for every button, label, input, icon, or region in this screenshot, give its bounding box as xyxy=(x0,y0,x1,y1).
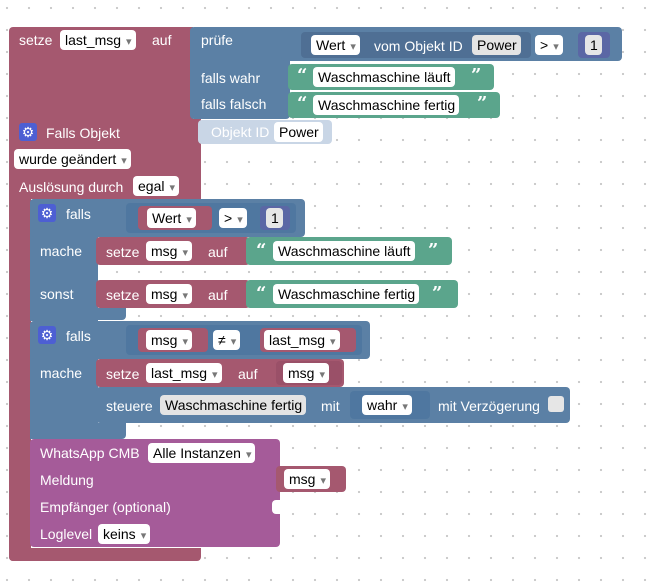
ternary-block[interactable] xyxy=(190,27,290,119)
trigger-title: Falls Objekt xyxy=(46,125,120,141)
recipient-label: Empfänger (optional) xyxy=(40,499,171,515)
open-quote-icon: “ xyxy=(297,93,308,114)
trigger-by-label: Auslösung durch xyxy=(19,179,124,195)
else-label: sonst xyxy=(40,286,74,302)
close-quote-icon: ” xyxy=(477,93,488,114)
if-false-label: falls falsch xyxy=(201,96,267,112)
set-label: setze xyxy=(106,244,140,260)
do-label: mache xyxy=(40,365,83,381)
changed-dropdown[interactable]: wurde geändert xyxy=(14,149,131,169)
message-label: Meldung xyxy=(40,472,94,488)
control-label: steuere xyxy=(106,398,153,414)
number-field[interactable]: 1 xyxy=(585,35,602,55)
text-field-finished[interactable]: Waschmaschine fertig xyxy=(273,284,420,304)
gear-icon[interactable]: ⚙ xyxy=(19,123,37,141)
set-label: setze xyxy=(106,366,140,382)
with-label: mit xyxy=(321,398,340,414)
delay-label: mit Verzögerung xyxy=(438,398,540,414)
variable-dropdown-msg[interactable]: msg xyxy=(283,363,329,383)
instance-dropdown[interactable]: Alle Instanzen xyxy=(148,443,256,463)
if-block-1-footer xyxy=(30,308,126,320)
from-object-label: vom Objekt ID xyxy=(374,38,463,54)
object-id-field[interactable]: Power xyxy=(472,35,521,55)
on-label: auf xyxy=(238,366,258,382)
variable-dropdown-last-msg[interactable]: last_msg xyxy=(146,363,222,383)
loglevel-dropdown[interactable]: keins xyxy=(98,524,151,544)
on-label: auf xyxy=(208,287,228,303)
operator-dropdown[interactable]: > xyxy=(219,208,247,228)
text-field-running[interactable]: Waschmaschine läuft xyxy=(273,241,415,261)
if-true-label: falls wahr xyxy=(201,70,261,86)
object-id-value[interactable]: Power xyxy=(274,122,323,142)
recipient-input-socket[interactable] xyxy=(272,500,280,514)
close-quote-icon: ” xyxy=(428,240,439,261)
trigger-block-left-rail xyxy=(9,199,31,561)
open-quote-icon: “ xyxy=(256,283,267,304)
on-label: auf xyxy=(208,244,228,260)
text-field-finished[interactable]: Waschmaschine fertig xyxy=(313,95,460,115)
if-label: falls xyxy=(66,328,91,344)
check-label: prüfe xyxy=(201,32,233,48)
variable-dropdown-msg[interactable]: msg xyxy=(284,469,330,489)
field-dropdown[interactable]: Wert xyxy=(147,208,196,228)
do-label: mache xyxy=(40,243,83,259)
loglevel-label: Loglevel xyxy=(40,526,93,542)
variable-dropdown-last-msg[interactable]: last_msg xyxy=(264,330,340,350)
gear-icon[interactable]: ⚙ xyxy=(38,204,56,222)
trigger-by-dropdown[interactable]: egal xyxy=(133,176,179,196)
open-quote-icon: “ xyxy=(297,65,308,86)
whatsapp-title: WhatsApp CMB xyxy=(40,445,140,461)
set-label: setze xyxy=(106,287,140,303)
close-quote-icon: ” xyxy=(432,283,443,304)
operator-dropdown[interactable]: > xyxy=(535,35,563,55)
set-label: setze xyxy=(19,32,53,48)
if-label: falls xyxy=(66,206,91,222)
boolean-dropdown[interactable]: wahr xyxy=(362,395,412,415)
delay-checkbox[interactable] xyxy=(548,396,564,412)
variable-dropdown-msg[interactable]: msg xyxy=(146,284,192,304)
variable-dropdown-last-msg[interactable]: last_msg xyxy=(60,30,136,50)
trigger-block-bottom xyxy=(9,548,201,561)
variable-dropdown-msg[interactable]: msg xyxy=(146,241,192,261)
operator-dropdown[interactable]: ≠ xyxy=(213,330,241,350)
on-label: auf xyxy=(152,32,172,48)
number-field[interactable]: 1 xyxy=(266,208,283,228)
if-block-2-footer xyxy=(30,423,126,439)
open-quote-icon: “ xyxy=(256,240,267,261)
gear-icon[interactable]: ⚙ xyxy=(38,326,56,344)
variable-dropdown-msg[interactable]: msg xyxy=(146,330,192,350)
object-id-label: Objekt ID xyxy=(211,124,270,140)
close-quote-icon: ” xyxy=(471,65,482,86)
text-field-running[interactable]: Waschmaschine läuft xyxy=(313,67,455,87)
control-object-field[interactable]: Waschmaschine fertig xyxy=(160,395,307,415)
field-dropdown-value[interactable]: Wert xyxy=(311,35,360,55)
